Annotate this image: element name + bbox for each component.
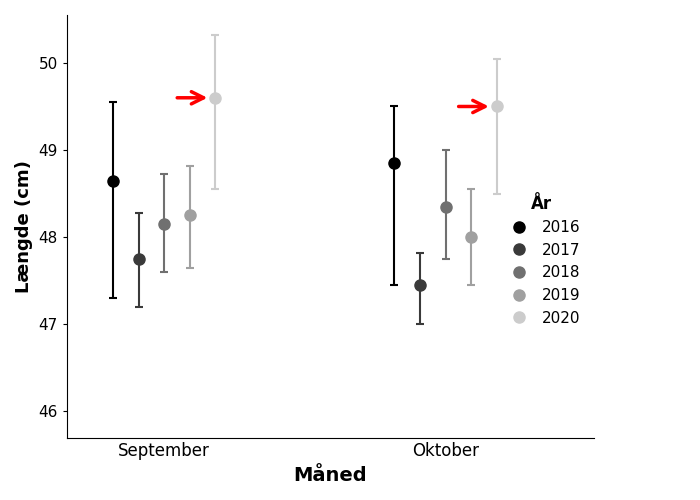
Legend: 2016, 2017, 2018, 2019, 2020: 2016, 2017, 2018, 2019, 2020	[497, 188, 587, 332]
Y-axis label: Længde (cm): Længde (cm)	[15, 160, 33, 292]
X-axis label: Måned: Måned	[294, 466, 368, 485]
